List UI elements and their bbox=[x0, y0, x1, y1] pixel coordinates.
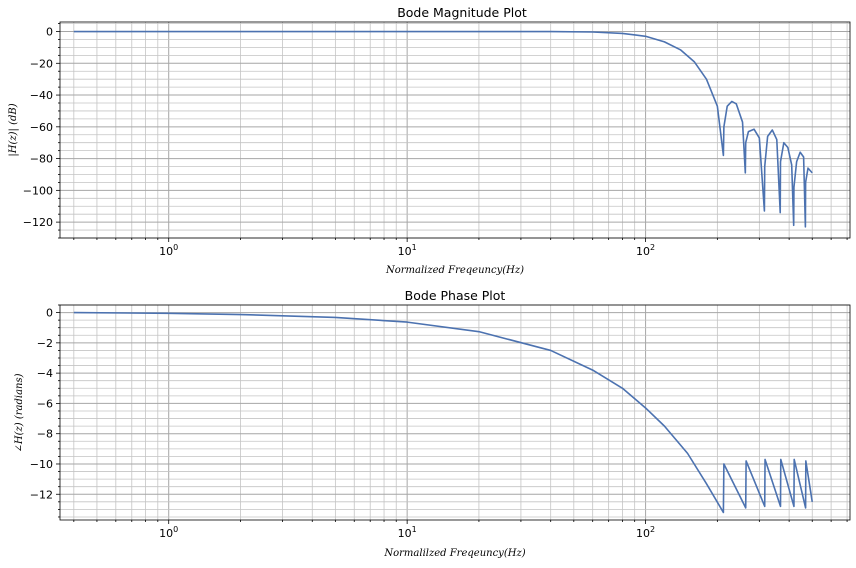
phase-plot-x-tick-label: 102 bbox=[636, 525, 655, 540]
phase-plot-series-line bbox=[73, 311, 814, 514]
phase-plot-title: Bode Phase Plot bbox=[405, 288, 506, 303]
magnitude-plot-grid bbox=[60, 22, 850, 239]
phase-plot-frame bbox=[59, 304, 851, 521]
magnitude-plot-frame bbox=[59, 21, 851, 239]
magnitude-plot-panel: Bode Magnitude Plot 0 −20 −40 −60 −80 −100 −12… bbox=[8, 5, 851, 276]
phase-plot-x-tick-label: 100 bbox=[159, 525, 178, 540]
magnitude-plot-series bbox=[73, 30, 813, 228]
phase-plot-y-tick-label: −4 bbox=[37, 367, 53, 380]
phase-plot-x-tick-label: 101 bbox=[398, 525, 417, 540]
phase-plot-grid bbox=[60, 304, 850, 520]
phase-plot-ticks: 0 −2 −4 −6 −8 −10 −12 100 101 102 bbox=[30, 304, 848, 540]
magnitude-plot-y-tick-label: −120 bbox=[23, 216, 53, 229]
magnitude-plot-x-tick-label: 100 bbox=[159, 243, 178, 258]
magnitude-plot-ticks: 0 −20 −40 −60 −80 −100 −120 100 101 102 bbox=[23, 23, 848, 258]
magnitude-plot-y-tick-label: 0 bbox=[46, 26, 53, 39]
magnitude-plot-y-tick-label: −40 bbox=[30, 89, 53, 102]
phase-plot-y-tick-label: −8 bbox=[37, 428, 53, 441]
phase-plot-y-tick-label: −10 bbox=[30, 458, 53, 471]
magnitude-plot-y-tick-label: −80 bbox=[30, 153, 53, 166]
magnitude-plot-x-tick-label: 101 bbox=[398, 243, 417, 258]
magnitude-plot-xlabel: Normalized Freqeuncy(Hz) bbox=[385, 265, 524, 276]
magnitude-plot-y-tick-label: −60 bbox=[30, 121, 53, 134]
phase-plot-xlabel: Normalilzed Freqeuncy(Hz) bbox=[383, 548, 525, 559]
phase-plot-y-tick-label: −6 bbox=[37, 397, 53, 410]
magnitude-plot-x-tick-label: 102 bbox=[636, 243, 655, 258]
phase-plot-panel: Bode Phase Plot 0 −2 −4 −6 −8 −10 −12 100 101 102… bbox=[14, 288, 851, 559]
phase-plot-y-tick-label: −12 bbox=[30, 488, 53, 501]
magnitude-plot-y-tick-label: −100 bbox=[23, 184, 53, 197]
magnitude-plot-y-tick-label: −20 bbox=[30, 57, 53, 70]
phase-plot-series bbox=[73, 311, 814, 514]
phase-plot-ylabel: ∠H(z) (radians) bbox=[14, 373, 25, 452]
phase-plot-y-tick-label: 0 bbox=[46, 307, 53, 320]
magnitude-plot-title: Bode Magnitude Plot bbox=[397, 5, 527, 20]
magnitude-plot-series-line bbox=[73, 30, 813, 228]
phase-plot-y-tick-label: −2 bbox=[37, 337, 53, 350]
magnitude-plot-ylabel: |H(z)| (dB) bbox=[8, 103, 19, 156]
